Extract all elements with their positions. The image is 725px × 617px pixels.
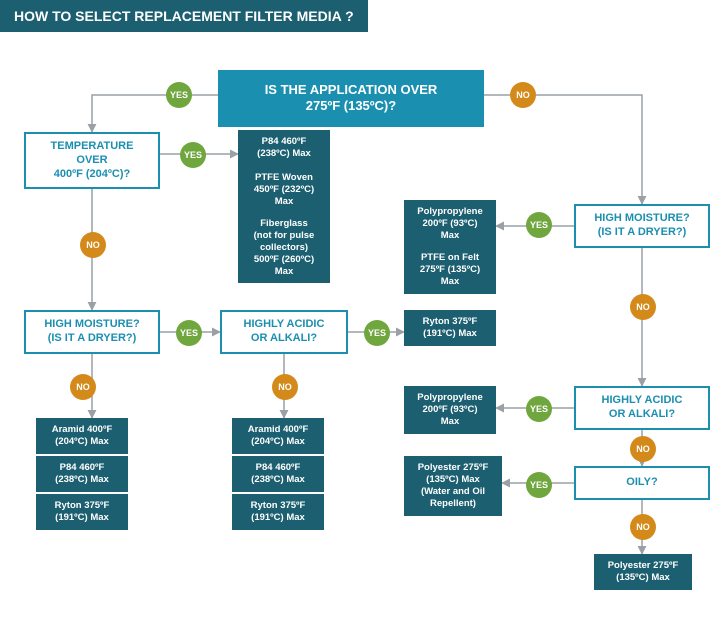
node-oily: OILY? xyxy=(574,466,710,500)
node-text: (IS IT A DRYER?) xyxy=(598,226,687,240)
node-text: 500ºF (260ºC) xyxy=(254,254,314,266)
node-text: (204ºC) Max xyxy=(55,436,109,448)
node-text: (204ºC) Max xyxy=(251,436,305,448)
node-text: OILY? xyxy=(626,476,657,490)
node-text: (Water and Oil xyxy=(421,486,485,498)
node-text: (238ºC) Max xyxy=(257,148,311,160)
node-text: PTFE Woven xyxy=(255,172,313,184)
node-ptfe_felt: PTFE on Felt275ºF (135ºC)Max xyxy=(404,246,496,294)
node-text: 275ºF (135ºC)? xyxy=(306,98,396,114)
node-text: (IS IT A DRYER?) xyxy=(48,332,137,346)
node-root: IS THE APPLICATION OVER275ºF (135ºC)? xyxy=(218,70,484,127)
node-text: HIGHLY ACIDIC xyxy=(602,394,683,408)
flowchart: IS THE APPLICATION OVER275ºF (135ºC)? TEM… xyxy=(0,0,725,617)
node-text: Max xyxy=(441,416,459,428)
node-text: P84 460ºF xyxy=(256,462,301,474)
node-text: OR ALKALI? xyxy=(251,332,317,346)
node-ryton_a: Ryton 375ºF(191ºC) Max xyxy=(36,494,128,530)
node-text: Aramid 400ºF xyxy=(248,424,309,436)
node-text: HIGHLY ACIDIC xyxy=(244,318,325,332)
no-badge: NO xyxy=(272,374,298,400)
node-text: collectors) xyxy=(260,242,308,254)
node-text: Max xyxy=(441,276,459,288)
node-pp_a: Polypropylene200ºF (93ºC)Max xyxy=(404,200,496,248)
yes-badge: YES xyxy=(364,320,390,346)
node-ryton_b: Ryton 375ºF(191ºC) Max xyxy=(232,494,324,530)
node-p84_460_a: P84 460ºF(238ºC) Max xyxy=(238,130,330,166)
node-fiberglass: Fiberglass(not for pulsecollectors)500ºF… xyxy=(238,212,330,283)
no-badge: NO xyxy=(510,82,536,108)
yes-badge: YES xyxy=(526,472,552,498)
node-p84_c: P84 460ºF(238ºC) Max xyxy=(232,456,324,492)
node-text: Ryton 375ºF xyxy=(55,500,110,512)
node-text: Max xyxy=(275,266,293,278)
node-text: (191ºC) Max xyxy=(251,512,305,524)
node-polyester: Polyester 275ºF(135ºC) Max xyxy=(594,554,692,590)
node-aramid_b: Aramid 400ºF(204ºC) Max xyxy=(232,418,324,454)
node-text: Polypropylene xyxy=(417,206,482,218)
node-text: (135ºC) Max xyxy=(616,572,670,584)
node-text: (191ºC) Max xyxy=(423,328,477,340)
node-temp400: TEMPERATURE OVER400ºF (204ºC)? xyxy=(24,132,160,189)
node-text: 200ºF (93ºC) xyxy=(423,404,478,416)
node-text: Polypropylene xyxy=(417,392,482,404)
node-text: (not for pulse xyxy=(254,230,315,242)
node-p84_b: P84 460ºF(238ºC) Max xyxy=(36,456,128,492)
node-text: IS THE APPLICATION OVER xyxy=(265,82,438,98)
node-text: HIGH MOISTURE? xyxy=(594,212,689,226)
node-text: P84 460ºF xyxy=(60,462,105,474)
edge xyxy=(92,95,218,132)
node-text: 200ºF (93ºC) xyxy=(423,218,478,230)
node-text: 275ºF (135ºC) xyxy=(420,264,480,276)
node-pp_b: Polypropylene200ºF (93ºC)Max xyxy=(404,386,496,434)
no-badge: NO xyxy=(630,294,656,320)
node-text: 400ºF (204ºC)? xyxy=(54,168,131,182)
node-text: 450ºF (232ºC) xyxy=(254,184,314,196)
node-acid_left: HIGHLY ACIDICOR ALKALI? xyxy=(220,310,348,354)
yes-badge: YES xyxy=(176,320,202,346)
node-moist_right: HIGH MOISTURE?(IS IT A DRYER?) xyxy=(574,204,710,248)
node-text: Repellent) xyxy=(430,498,476,510)
node-text: (238ºC) Max xyxy=(55,474,109,486)
no-badge: NO xyxy=(630,436,656,462)
node-ryton_c: Ryton 375ºF(191ºC) Max xyxy=(404,310,496,346)
node-acid_right: HIGHLY ACIDICOR ALKALI? xyxy=(574,386,710,430)
node-text: (135ºC) Max xyxy=(426,474,480,486)
no-badge: NO xyxy=(80,232,106,258)
yes-badge: YES xyxy=(526,212,552,238)
node-text: Fiberglass xyxy=(260,218,308,230)
node-text: OR ALKALI? xyxy=(609,408,675,422)
node-text: P84 460ºF xyxy=(262,136,307,148)
node-text: Ryton 375ºF xyxy=(251,500,306,512)
node-text: PTFE on Felt xyxy=(421,252,479,264)
node-ptfe_woven: PTFE Woven450ºF (232ºC)Max xyxy=(238,166,330,214)
node-text: Polyester 275ºF xyxy=(418,462,489,474)
no-badge: NO xyxy=(630,514,656,540)
node-moist_left: HIGH MOISTURE?(IS IT A DRYER?) xyxy=(24,310,160,354)
node-aramid_a: Aramid 400ºF(204ºC) Max xyxy=(36,418,128,454)
node-text: Polyester 275ºF xyxy=(608,560,679,572)
node-text: Ryton 375ºF xyxy=(423,316,478,328)
node-text: HIGH MOISTURE? xyxy=(44,318,139,332)
yes-badge: YES xyxy=(166,82,192,108)
no-badge: NO xyxy=(70,374,96,400)
node-text: Max xyxy=(441,230,459,242)
node-text: (191ºC) Max xyxy=(55,512,109,524)
node-text: Aramid 400ºF xyxy=(52,424,113,436)
node-text: TEMPERATURE OVER xyxy=(34,140,150,168)
node-text: (238ºC) Max xyxy=(251,474,305,486)
node-polyester_wr: Polyester 275ºF(135ºC) Max(Water and Oil… xyxy=(404,456,502,516)
yes-badge: YES xyxy=(180,142,206,168)
yes-badge: YES xyxy=(526,396,552,422)
edge xyxy=(484,95,642,204)
node-text: Max xyxy=(275,196,293,208)
